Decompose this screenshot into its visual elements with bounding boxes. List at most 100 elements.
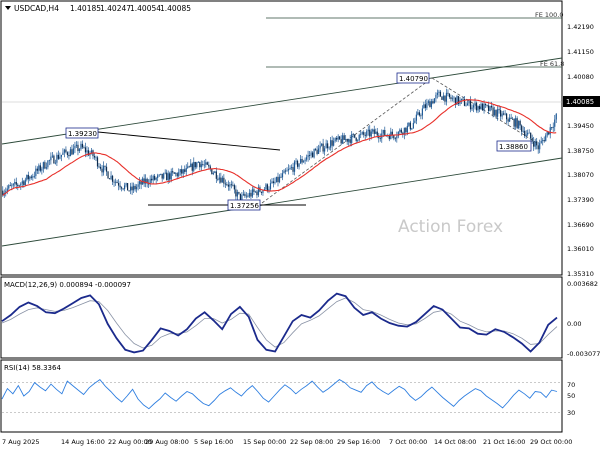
candle-body xyxy=(8,185,10,189)
watermark: Action Forex xyxy=(398,217,503,237)
candle-body xyxy=(412,122,414,129)
candle-body xyxy=(305,157,308,160)
candle-body xyxy=(191,163,193,171)
candle-body xyxy=(490,105,493,108)
candle-body xyxy=(515,118,517,127)
candle-body xyxy=(319,145,321,149)
price-tick: 1.41150 xyxy=(567,48,594,56)
candle-body xyxy=(492,107,494,116)
candle-body xyxy=(408,122,410,126)
candle-body xyxy=(154,175,156,180)
dropdown-triangle-icon[interactable] xyxy=(5,6,11,10)
candle-body xyxy=(346,138,348,142)
time-tick: 29 Sep 16:00 xyxy=(337,438,380,446)
candle-body xyxy=(110,175,112,180)
candle-body xyxy=(299,158,302,164)
candle-body xyxy=(196,162,198,168)
candle-body xyxy=(343,135,345,140)
candle-body xyxy=(114,181,117,183)
candle-body xyxy=(546,131,548,136)
candle-body xyxy=(475,102,478,111)
candle-body xyxy=(499,110,502,117)
candle-body xyxy=(336,138,338,140)
candle-body xyxy=(178,172,180,177)
price-candles xyxy=(2,88,557,206)
candle-body xyxy=(152,175,154,181)
candle-body xyxy=(447,92,449,94)
candle-body xyxy=(274,182,276,184)
candle-body xyxy=(481,103,484,111)
candle-body xyxy=(143,178,145,184)
candle-body xyxy=(41,168,43,171)
candle-body xyxy=(98,166,100,168)
candle-body xyxy=(302,161,305,163)
candle-body xyxy=(438,91,440,93)
candle-body xyxy=(539,143,541,150)
triangle-upper-line xyxy=(97,131,281,151)
candle-body xyxy=(429,101,431,108)
candle-body xyxy=(441,96,443,100)
candle-body xyxy=(427,101,430,103)
candle-body xyxy=(87,150,90,156)
candle-body xyxy=(533,141,535,147)
candle-body xyxy=(232,184,234,186)
candle-body xyxy=(507,119,509,122)
candle-body xyxy=(263,189,266,191)
candle-body xyxy=(256,191,258,196)
candle-body xyxy=(229,184,231,187)
candle-body xyxy=(509,117,511,122)
candle-body xyxy=(244,193,246,197)
candle-body xyxy=(286,170,288,172)
candle-body xyxy=(280,176,282,178)
candle-body xyxy=(172,171,174,173)
candle-body xyxy=(527,132,529,135)
candle-body xyxy=(469,100,472,110)
candle-body xyxy=(72,148,75,155)
candle-body xyxy=(166,172,168,181)
candle-body xyxy=(301,158,303,163)
candle-body xyxy=(47,160,49,168)
rsi-line xyxy=(1,378,558,410)
candle-body xyxy=(424,104,426,108)
candle-body xyxy=(543,140,545,142)
candle-body xyxy=(128,190,130,192)
candle-body xyxy=(496,109,499,117)
candle-body xyxy=(525,134,527,137)
candle-body xyxy=(474,102,476,106)
candle-body xyxy=(205,162,207,165)
candle-body xyxy=(531,138,533,142)
candle-body xyxy=(322,143,324,152)
candle-body xyxy=(330,140,332,148)
candle-body xyxy=(254,191,257,193)
candle-body xyxy=(540,140,542,144)
candle-body xyxy=(435,94,437,99)
candle-body xyxy=(518,120,520,129)
candle-body xyxy=(360,133,362,135)
candle-body xyxy=(175,173,177,175)
candle-body xyxy=(39,165,41,171)
candle-body xyxy=(93,156,96,158)
candle-body xyxy=(56,154,58,163)
candle-body xyxy=(113,181,115,183)
candle-body xyxy=(290,167,293,168)
candle-body xyxy=(384,130,386,136)
candle-body xyxy=(414,120,416,123)
price-tick: 1.38070 xyxy=(567,171,594,179)
fib-618-label: FE 61.8 xyxy=(540,60,564,68)
candle-body xyxy=(337,136,339,140)
candle-body xyxy=(545,135,547,142)
candle-body xyxy=(349,139,351,143)
rsi-tick: 50 xyxy=(567,392,575,400)
candle-body xyxy=(466,103,469,106)
candle-body xyxy=(35,168,37,176)
candle-body xyxy=(399,129,401,132)
price-tick: 1.36010 xyxy=(567,245,594,253)
candle-body xyxy=(366,131,368,136)
price-tick: 1.35310 xyxy=(567,270,594,278)
candle-body xyxy=(512,118,514,120)
candle-body xyxy=(345,138,347,140)
current-price-label: 1.40085 xyxy=(566,98,594,106)
candle-body xyxy=(161,173,163,179)
candle-body xyxy=(501,113,503,117)
candle-body xyxy=(221,177,223,183)
